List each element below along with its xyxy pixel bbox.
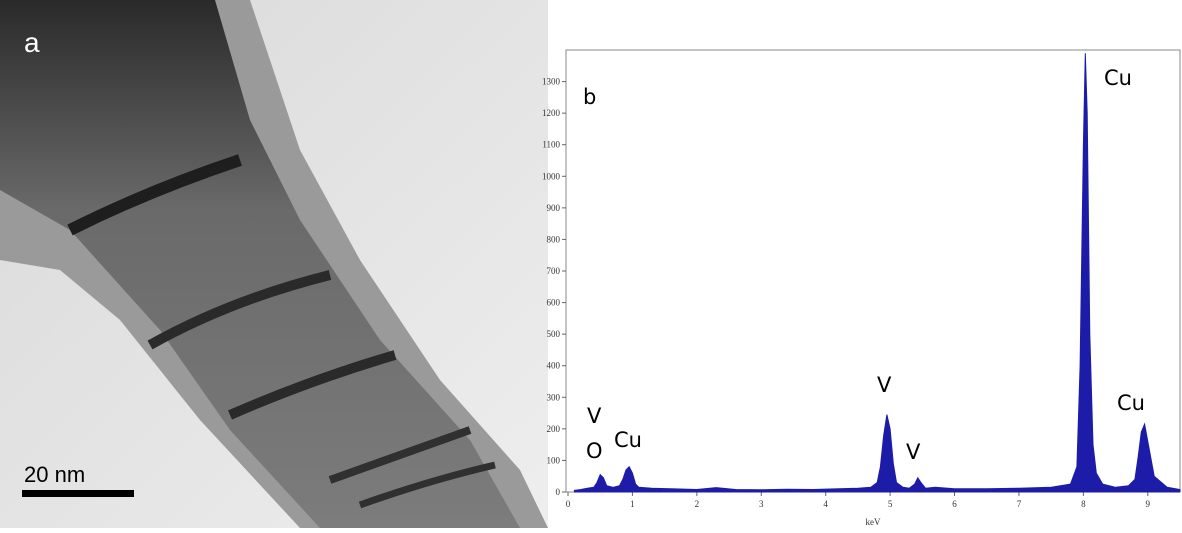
y-tick-label: 300 <box>547 392 561 402</box>
x-tick-label: 7 <box>1017 499 1022 509</box>
x-tick-label: 3 <box>759 499 764 509</box>
annotation: V <box>587 404 602 428</box>
y-tick-label: 600 <box>547 298 561 308</box>
y-tick-label: 1100 <box>542 140 560 150</box>
panel-label: a <box>24 27 40 58</box>
x-tick-label: 8 <box>1081 499 1086 509</box>
annotation: V <box>906 440 921 464</box>
y-tick-label: 900 <box>547 203 561 213</box>
y-tick-label: 1200 <box>542 108 561 118</box>
y-tick-label: 0 <box>556 487 561 497</box>
x-tick-label: 9 <box>1146 499 1151 509</box>
annotation: Cu <box>614 428 642 452</box>
annotation: O <box>586 439 603 463</box>
y-tick-label: 200 <box>547 424 561 434</box>
y-tick-label: 100 <box>547 455 561 465</box>
annotation: V <box>877 373 892 397</box>
scale-bar-label: 20 nm <box>24 462 85 487</box>
scale-bar <box>22 490 134 497</box>
y-tick-label: 400 <box>547 361 561 371</box>
x-tick-label: 1 <box>630 499 635 509</box>
annotation: Cu <box>1104 66 1132 90</box>
x-tick-label: 6 <box>952 499 957 509</box>
y-tick-label: 700 <box>547 266 561 276</box>
y-tick-label: 800 <box>547 234 561 244</box>
y-tick-label: 1300 <box>542 77 561 87</box>
x-tick-label: 0 <box>566 499 571 509</box>
x-axis-label: keV <box>866 517 881 527</box>
annotation: Cu <box>1117 391 1145 415</box>
spectrum-area <box>573 53 1181 493</box>
x-tick-label: 2 <box>695 499 700 509</box>
x-tick-label: 4 <box>823 499 828 509</box>
y-tick-label: 500 <box>547 329 561 339</box>
x-tick-label: 5 <box>888 499 893 509</box>
annotation: b <box>583 85 596 109</box>
plot-frame <box>565 49 1181 493</box>
y-tick-label: 1000 <box>542 171 561 181</box>
tem-image: a 20 nm <box>0 0 548 528</box>
